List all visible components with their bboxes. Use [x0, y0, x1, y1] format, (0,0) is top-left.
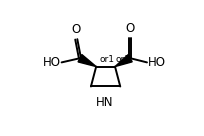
Text: HO: HO: [43, 56, 61, 69]
Text: HN: HN: [96, 96, 113, 109]
Text: O: O: [71, 23, 80, 36]
Polygon shape: [78, 55, 96, 67]
Text: O: O: [126, 22, 135, 35]
Text: or1: or1: [100, 55, 115, 64]
Polygon shape: [115, 55, 132, 67]
Text: or1: or1: [116, 55, 131, 64]
Text: HO: HO: [147, 56, 165, 69]
